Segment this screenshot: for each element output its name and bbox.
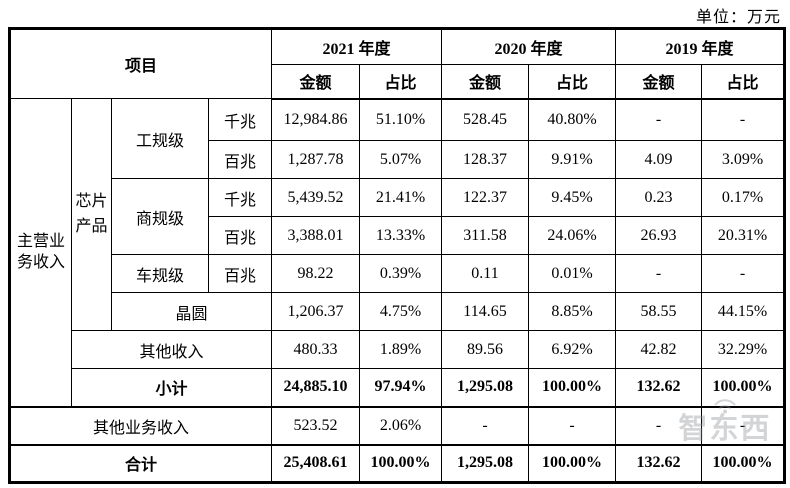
row-header-automotive-grade: 车规级 <box>111 254 209 293</box>
ratio-cell: 97.94% <box>359 368 442 407</box>
row-header-chip-products: 芯片产品 <box>71 98 112 331</box>
amount-cell: 4.09 <box>615 140 702 179</box>
ratio-cell: 100.00% <box>528 368 616 407</box>
ratio-cell: 100.00% <box>701 368 785 407</box>
row-header-subtotal: 小计 <box>71 368 272 407</box>
ratio-cell: - <box>528 405 616 445</box>
ratio-cell: 0.17% <box>701 178 785 217</box>
row-header-other-income: 其他收入 <box>71 330 272 369</box>
header-row-measures: 金额 占比 金额 占比 金额 占比 <box>10 64 785 100</box>
row-other-business: 其他业务收入 523.52 2.06% - - - - <box>9 405 785 445</box>
amount-cell: 128.37 <box>441 140 529 179</box>
ratio-cell: 2.06% <box>359 405 442 445</box>
row-header-total: 合计 <box>9 443 272 483</box>
row-header-wafer: 晶圆 <box>111 292 272 331</box>
amount-cell: - <box>615 98 702 141</box>
amount-cell: 24,885.10 <box>271 368 360 407</box>
ratio-cell: 24.06% <box>528 216 616 255</box>
ratio-cell: 13.33% <box>359 216 442 255</box>
amount-cell: 12,984.86 <box>271 98 360 141</box>
ratio-cell: - <box>701 98 785 141</box>
row-header-industrial-grade: 工规级 <box>111 98 209 179</box>
revenue-breakdown-table: 项目 2021 年度 2020 年度 2019 年度 金额 占比 金额 占比 金… <box>8 27 786 484</box>
header-amount-2021: 金额 <box>271 64 360 100</box>
ratio-cell: 4.75% <box>359 292 442 331</box>
ratio-cell: 3.09% <box>701 140 785 179</box>
row-header-commercial-grade: 商规级 <box>111 178 209 255</box>
row-total: 合计 25,408.61 100.00% 1,295.08 100.00% 13… <box>9 443 785 483</box>
ratio-cell: 1.89% <box>359 330 442 369</box>
ratio-cell: 0.01% <box>528 254 616 293</box>
row-header-speed: 百兆 <box>208 140 272 179</box>
row-header-other-business: 其他业务收入 <box>9 405 272 445</box>
header-ratio-2019: 占比 <box>701 64 785 100</box>
row-header-speed: 千兆 <box>208 178 272 217</box>
header-amount-2020: 金额 <box>441 64 529 100</box>
amount-cell: 42.82 <box>615 330 702 369</box>
ratio-cell: 9.45% <box>528 178 616 217</box>
row-other-income: 其他收入 480.33 1.89% 89.56 6.92% 42.82 32.2… <box>10 330 785 369</box>
row-header-speed: 百兆 <box>208 216 272 255</box>
ratio-cell: 100.00% <box>359 443 442 483</box>
ratio-cell: 100.00% <box>528 443 616 483</box>
amount-cell: 480.33 <box>271 330 360 369</box>
amount-cell: 98.22 <box>271 254 360 293</box>
row-header-speed: 百兆 <box>208 254 272 293</box>
amount-cell: 132.62 <box>615 443 702 483</box>
amount-cell: 528.45 <box>441 98 529 141</box>
row-automotive-fast: 车规级 百兆 98.22 0.39% 0.11 0.01% - - <box>10 254 785 293</box>
amount-cell: 114.65 <box>441 292 529 331</box>
row-wafer: 晶圆 1,206.37 4.75% 114.65 8.85% 58.55 44.… <box>10 292 785 331</box>
amount-cell: 0.11 <box>441 254 529 293</box>
header-item: 项目 <box>9 28 272 99</box>
amount-cell: 1,206.37 <box>271 292 360 331</box>
ratio-cell: 0.39% <box>359 254 442 293</box>
unit-label: 单位：万元 <box>695 9 781 26</box>
ratio-cell: 44.15% <box>701 292 785 331</box>
amount-cell: 25,408.61 <box>271 443 360 483</box>
header-amount-2019: 金额 <box>615 64 702 100</box>
header-year-2019: 2019 年度 <box>615 28 785 65</box>
ratio-cell: 6.92% <box>528 330 616 369</box>
ratio-cell: 8.85% <box>528 292 616 331</box>
amount-cell: - <box>441 405 529 445</box>
row-header-main-revenue: 主营业务收入 <box>9 98 72 407</box>
row-commercial-fast: 百兆 3,388.01 13.33% 311.58 24.06% 26.93 2… <box>10 216 785 255</box>
header-ratio-2020: 占比 <box>528 64 616 100</box>
header-ratio-2021: 占比 <box>359 64 442 100</box>
ratio-cell: - <box>701 254 785 293</box>
ratio-cell: 21.41% <box>359 178 442 217</box>
row-industrial-gigabit: 主营业务收入 芯片产品 工规级 千兆 12,984.86 51.10% 528.… <box>9 98 785 407</box>
amount-cell: 1,287.78 <box>271 140 360 179</box>
amount-cell: 132.62 <box>615 368 702 407</box>
row-commercial-gigabit: 商规级 千兆 5,439.52 21.41% 122.37 9.45% 0.23… <box>10 178 785 255</box>
amount-cell: 5,439.52 <box>271 178 360 217</box>
amount-cell: 1,295.08 <box>441 443 529 483</box>
amount-cell: 3,388.01 <box>271 216 360 255</box>
row-header-speed: 千兆 <box>208 98 272 141</box>
ratio-cell: 100.00% <box>701 443 785 483</box>
amount-cell: 311.58 <box>441 216 529 255</box>
amount-cell: 523.52 <box>271 405 360 445</box>
amount-cell: 58.55 <box>615 292 702 331</box>
header-year-2020: 2020 年度 <box>441 28 616 65</box>
ratio-cell: 32.29% <box>701 330 785 369</box>
amount-cell: 89.56 <box>441 330 529 369</box>
ratio-cell: - <box>701 405 785 445</box>
amount-cell: - <box>615 405 702 445</box>
header-row-years: 项目 2021 年度 2020 年度 2019 年度 <box>9 28 785 99</box>
amount-cell: 26.93 <box>615 216 702 255</box>
ratio-cell: 51.10% <box>359 98 442 141</box>
amount-cell: 1,295.08 <box>441 368 529 407</box>
ratio-cell: 5.07% <box>359 140 442 179</box>
ratio-cell: 9.91% <box>528 140 616 179</box>
amount-cell: 0.23 <box>615 178 702 217</box>
ratio-cell: 20.31% <box>701 216 785 255</box>
row-industrial-fast: 百兆 1,287.78 5.07% 128.37 9.91% 4.09 3.09… <box>10 140 785 179</box>
ratio-cell: 40.80% <box>528 98 616 141</box>
amount-cell: 122.37 <box>441 178 529 217</box>
header-year-2021: 2021 年度 <box>271 28 442 65</box>
amount-cell: - <box>615 254 702 293</box>
row-subtotal: 小计 24,885.10 97.94% 1,295.08 100.00% 132… <box>10 368 785 407</box>
